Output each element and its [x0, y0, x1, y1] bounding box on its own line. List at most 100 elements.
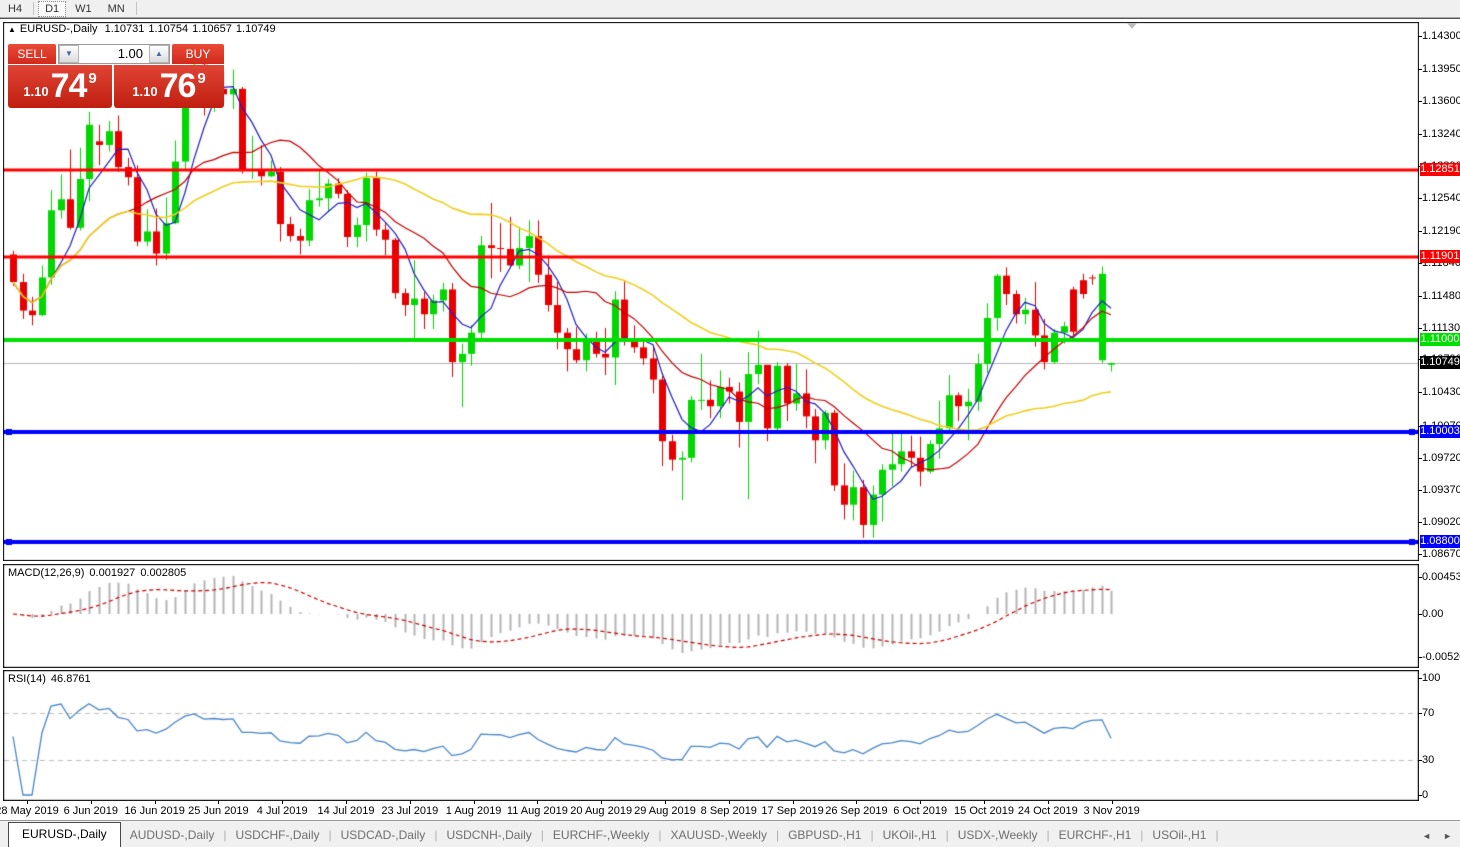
macd-axis-tick: 0.004536 [1422, 571, 1460, 583]
volume-input[interactable]: 1.00 [117, 46, 143, 61]
date-axis-label: 25 Jun 2019 [188, 805, 249, 817]
axis-tick-mark [1418, 795, 1422, 796]
tab-eurchf-h1[interactable]: EURCHF-,H1 [1058, 828, 1132, 842]
macd-axis-tick: -0.005205 [1422, 651, 1460, 663]
rsi-value: 46.8761 [50, 673, 91, 685]
tab-usoil-h1[interactable]: USOil-,H1 [1152, 828, 1207, 842]
buy-price-big: 76 [159, 67, 197, 105]
price-axis-tick: 1.08670 [1422, 548, 1460, 560]
buy-price-prefix: 1.10 [132, 84, 158, 99]
timeframe-button-H4[interactable]: H4 [8, 2, 23, 15]
tab-separator: | [223, 828, 227, 842]
tab-usdcad-daily[interactable]: USDCAD-,Daily [340, 828, 426, 842]
collapse-icon[interactable]: ▲ [8, 25, 16, 34]
tab-eurusd-daily[interactable]: EURUSD-,Daily [8, 822, 121, 847]
one-click-trade-panel: SELL ▼ 1.00 ▲ BUY 1.10 74 9 1.10 76 9 [8, 44, 224, 108]
date-axis-label: 23 Jul 2019 [381, 805, 439, 817]
timeframe-button-MN[interactable]: MN [107, 2, 125, 15]
axis-tick-mark [1418, 713, 1422, 714]
tab-ukoil-h1[interactable]: UKOil-,H1 [882, 828, 937, 842]
volume-increase-button[interactable]: ▲ [149, 45, 169, 63]
axis-tick-mark [1418, 296, 1422, 297]
price-axis-tick: 1.12190 [1422, 225, 1460, 237]
date-axis-tick [856, 801, 857, 804]
tab-gbpusd-h1[interactable]: GBPUSD-,H1 [788, 828, 862, 842]
toolbar-separator [135, 2, 137, 15]
date-axis-label: 20 Aug 2019 [570, 805, 633, 817]
tabs-scroll-right-icon[interactable]: ► [1443, 831, 1452, 841]
buy-button[interactable]: BUY [172, 44, 224, 64]
sell-price-big: 74 [50, 67, 88, 105]
axis-tick-mark [1418, 760, 1422, 761]
tab-separator: | [1140, 828, 1144, 842]
buy-price-sup: 9 [197, 70, 206, 87]
date-axis-label: 16 Jun 2019 [124, 805, 185, 817]
axis-tick-mark [1418, 657, 1422, 658]
date-axis-tick [410, 801, 411, 804]
sell-price-panel[interactable]: 1.10 74 9 [8, 65, 112, 108]
sell-price-prefix: 1.10 [23, 84, 49, 99]
date-axis-label: 6 Oct 2019 [893, 805, 948, 817]
date-axis-label: 1 Aug 2019 [445, 805, 502, 817]
date-axis-tick [27, 801, 28, 804]
tab-separator: | [945, 828, 949, 842]
date-axis-tick [601, 801, 602, 804]
price-axis-tick: 1.13240 [1422, 128, 1460, 140]
price-axis-tick: 1.11130 [1422, 322, 1460, 334]
macd-panel-canvas[interactable] [3, 564, 1419, 668]
tab-separator: | [658, 828, 662, 842]
ohlc-low: 1.10657 [192, 23, 232, 35]
date-axis-label: 15 Oct 2019 [954, 805, 1014, 817]
tab-usdchf-daily[interactable]: USDCHF-,Daily [235, 828, 320, 842]
axis-tick-mark [1418, 101, 1422, 102]
price-level-badge-1.11901: 1.11901 [1420, 250, 1460, 263]
tab-separator: | [328, 828, 332, 842]
price-level-badge-1.11000: 1.11000 [1420, 333, 1460, 346]
price-axis-tick: 1.14300 [1422, 30, 1460, 42]
timeframe-toolbar: H4 D1 W1 MN [0, 0, 1460, 18]
price-axis-tick: 1.12540 [1422, 192, 1460, 204]
macd-main-value: 0.001927 [89, 567, 136, 579]
tab-usdx-weekly[interactable]: USDX-,Weekly [957, 828, 1038, 842]
ohlc-open: 1.10731 [104, 23, 145, 35]
date-axis-tick [1112, 801, 1113, 804]
tabs-scroll-left-icon[interactable]: ◄ [1422, 831, 1432, 841]
date-axis-label: 29 Aug 2019 [634, 805, 696, 817]
buy-price-panel[interactable]: 1.10 76 9 [114, 65, 224, 108]
price-chart-canvas[interactable] [3, 22, 1419, 561]
tab-xauusd-weekly[interactable]: XAUUSD-,Weekly [670, 828, 767, 842]
date-axis-tick [1048, 801, 1049, 804]
date-axis-label: 17 Sep 2019 [761, 805, 824, 817]
sell-price-sup: 9 [88, 70, 97, 87]
tab-separator: | [1215, 828, 1219, 842]
date-axis-tick [346, 801, 347, 804]
axis-tick-mark [1418, 134, 1422, 135]
date-axis-label: 14 Jul 2019 [317, 805, 375, 817]
price-axis-tick: 1.10430 [1422, 386, 1460, 398]
ohlc-high: 1.10754 [148, 23, 189, 35]
axis-tick-mark [1418, 577, 1422, 578]
rsi-panel-canvas[interactable] [3, 670, 1419, 801]
tab-audusd-daily[interactable]: AUDUSD-,Daily [129, 828, 215, 842]
price-axis-tick: 1.09020 [1422, 516, 1460, 528]
price-axis-tick: 1.13950 [1422, 63, 1460, 75]
date-axis-label: 6 Jun 2019 [63, 805, 119, 817]
date-axis-label: 24 Oct 2019 [1017, 805, 1078, 817]
sell-button[interactable]: SELL [8, 44, 56, 64]
date-axis-label: 28 May 2019 [0, 805, 59, 817]
timeframe-button-D1[interactable]: D1 [38, 0, 67, 17]
axis-tick-mark [1418, 263, 1422, 264]
price-axis-tick: 1.13600 [1422, 95, 1460, 107]
date-axis-tick [729, 801, 730, 804]
volume-decrease-button[interactable]: ▼ [59, 45, 79, 63]
date-axis-label: 8 Sep 2019 [700, 805, 757, 817]
timeframe-button-W1[interactable]: W1 [75, 2, 92, 15]
rsi-axis-tick: 100 [1422, 672, 1441, 684]
rsi-axis-tick: 0 [1422, 789, 1429, 801]
price-axis-tick: 1.09370 [1422, 484, 1460, 496]
axis-tick-mark [1418, 554, 1422, 555]
tab-eurchf-weekly[interactable]: EURCHF-,Weekly [552, 828, 650, 842]
symbol-tabbar: EURUSD-,Daily AUDUSD-,Daily | USDCHF-,Daily… [0, 820, 1460, 847]
tab-usdcnh-daily[interactable]: USDCNH-,Daily [446, 828, 532, 842]
